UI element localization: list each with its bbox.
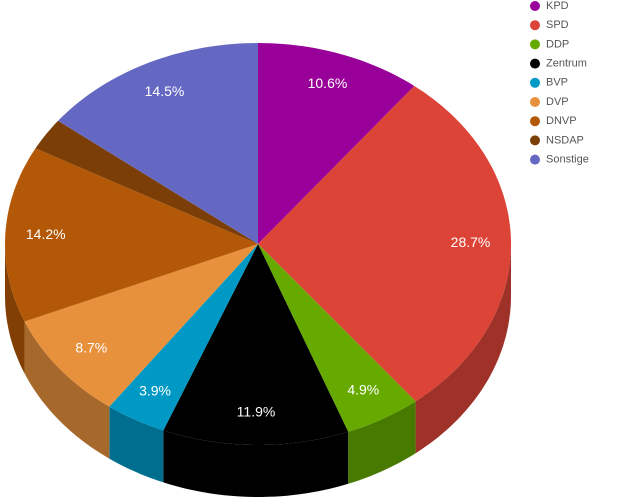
legend-label: DNVP	[546, 115, 577, 127]
slice-label: 28.7%	[451, 234, 491, 250]
sides	[5, 244, 511, 497]
labels: 10.6% 28.7% 4.9% 11.9% 3.9% 8.7% 14.2% 14.5%	[26, 75, 490, 419]
legend-label: DVP	[546, 96, 569, 108]
slice-side	[348, 401, 416, 484]
slice	[258, 43, 415, 244]
legend-label: BVP	[546, 77, 568, 89]
slice-side	[163, 430, 349, 497]
slice-label: 14.2%	[26, 226, 66, 242]
slice-label: 14.5%	[145, 83, 185, 99]
slice	[163, 244, 349, 445]
legend-label: Zentrum	[546, 58, 587, 70]
legend-label: SPD	[546, 19, 569, 31]
slice-label: 8.7%	[75, 339, 107, 355]
slice	[258, 244, 416, 432]
slice-label: 3.9%	[139, 382, 171, 398]
legend-label: DDP	[546, 38, 569, 50]
legend-marker	[530, 135, 540, 146]
legend-label: NSDAP	[546, 134, 584, 146]
legend-label: KPD	[546, 0, 569, 12]
slice	[5, 148, 258, 322]
slice	[35, 120, 258, 244]
slice-side	[5, 244, 25, 374]
legend-marker	[530, 77, 540, 88]
slice-side	[415, 244, 511, 454]
tops	[5, 43, 511, 445]
slice-label: 4.9%	[347, 381, 379, 397]
legend-marker	[530, 97, 540, 107]
legend-marker	[530, 39, 540, 50]
slice	[258, 86, 511, 402]
slice-side	[109, 406, 164, 483]
slice-label: 11.9%	[237, 404, 276, 420]
legend-label: Sonstige	[546, 154, 589, 166]
legend-marker	[530, 20, 540, 31]
slice	[24, 244, 258, 407]
legend-marker	[530, 58, 540, 69]
legend-marker	[530, 1, 540, 11]
slice	[109, 244, 258, 431]
slice-label: 10.6%	[308, 75, 348, 91]
slice-side	[24, 321, 110, 459]
legend-marker	[530, 116, 540, 127]
slice	[58, 43, 258, 244]
legend-marker	[530, 154, 540, 165]
